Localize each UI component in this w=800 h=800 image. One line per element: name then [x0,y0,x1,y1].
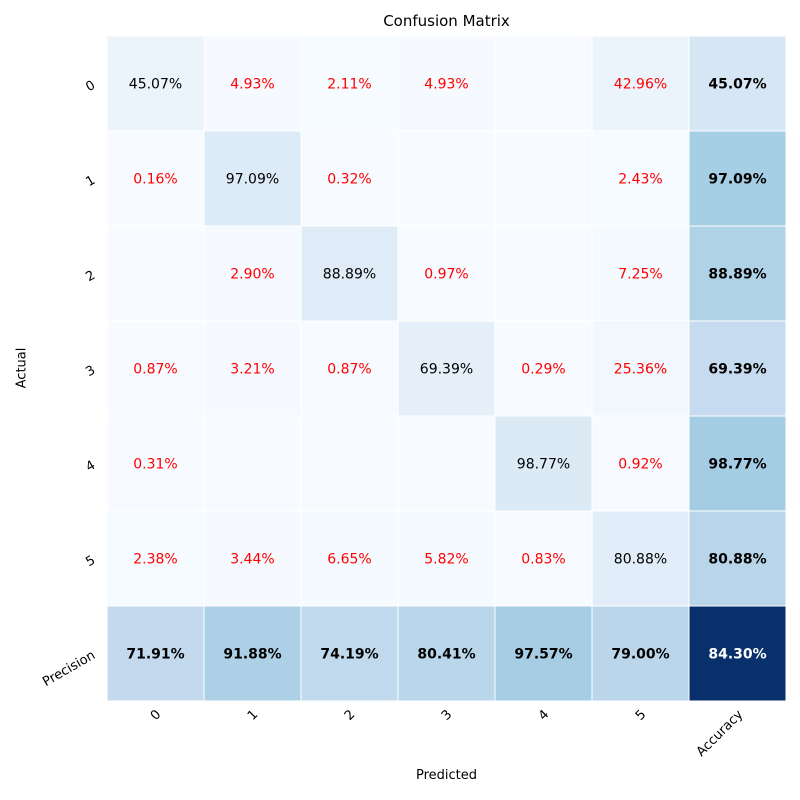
heatmap-cell-r3-c1 [203,320,302,417]
cell-value-r6-c6: 84.30% [708,647,766,663]
cell-value-r6-c3: 80.41% [417,647,475,663]
heatmap-cell-r2-c5 [591,225,690,322]
x-tick-label-1: 1 [245,707,261,723]
y-axis-label: Actual [14,347,30,389]
x-tick-label-2: 2 [342,707,358,723]
cell-value-r0-c3: 4.93% [424,77,468,93]
cell-value-r5-c0: 2.38% [133,552,177,568]
cell-value-r1-c6: 97.09% [708,172,766,188]
heatmap-cell-r6-c2 [300,605,399,702]
cell-value-r3-c3: 69.39% [420,362,473,378]
cell-value-r5-c3: 5.82% [424,552,468,568]
heatmap-cell-r0-c6 [688,35,787,132]
heatmap-cell-r3-c2 [300,320,399,417]
x-tick-label-4: 4 [536,707,552,723]
heatmap-cell-r4-c5 [591,415,690,512]
heatmap-cell-r2-c1 [203,225,302,322]
y-tick-label-0: 0 [83,78,98,95]
cell-value-r4-c4: 98.77% [517,457,570,473]
x-tick-label-3: 3 [439,707,455,723]
heatmap-cell-r6-c6 [688,605,787,702]
cell-value-r3-c0: 0.87% [133,362,177,378]
heatmap-cell-r6-c1 [203,605,302,702]
y-tick-label-3: 3 [83,363,98,380]
cell-value-r1-c1: 97.09% [226,172,279,188]
heatmap-cell-r1-c6 [688,130,787,227]
cell-value-r5-c6: 80.88% [708,552,766,568]
cell-value-r6-c4: 97.57% [514,647,572,663]
cell-value-r1-c5: 2.43% [618,172,662,188]
y-tick-label-4: 4 [83,458,98,475]
heatmap-cell-r3-c6 [688,320,787,417]
chart-title: Confusion Matrix [383,12,510,30]
cell-value-r3-c2: 0.87% [327,362,371,378]
x-axis-label: Predicted [415,768,478,783]
heatmap-cell-r1-c1 [203,130,302,227]
cell-value-r5-c1: 3.44% [230,552,274,568]
cell-value-r0-c5: 42.96% [614,77,667,93]
cell-value-r6-c2: 74.19% [320,647,378,663]
cell-value-r3-c6: 69.39% [708,362,766,378]
cell-value-r4-c5: 0.92% [618,457,662,473]
heatmap-cell-r3-c5 [591,320,690,417]
heatmap-cell-r2-c0 [106,225,205,322]
cell-value-r4-c0: 0.31% [133,457,177,473]
heatmap-cell-r5-c3 [397,510,496,607]
cell-value-r0-c1: 4.93% [230,77,274,93]
heatmap-cell-r0-c4 [494,35,593,132]
cell-value-r3-c4: 0.29% [521,362,565,378]
cell-value-r2-c3: 0.97% [424,267,468,283]
cell-value-r3-c5: 25.36% [614,362,667,378]
heatmap-cell-r0-c5 [591,35,690,132]
heatmap-cell-r1-c3 [397,130,496,227]
heatmap-cell-r5-c5 [591,510,690,607]
heatmap-cell-r5-c1 [203,510,302,607]
cell-value-r6-c0: 71.91% [126,647,184,663]
cell-value-r0-c0: 45.07% [129,77,182,93]
heatmap-cell-r4-c1 [203,415,302,512]
heatmap-cell-r2-c3 [397,225,496,322]
cell-value-r2-c2: 88.89% [323,267,376,283]
cell-value-r6-c5: 79.00% [611,647,669,663]
heatmap-cell-r6-c3 [397,605,496,702]
cell-value-r1-c0: 0.16% [133,172,177,188]
cell-value-r4-c6: 98.77% [708,457,766,473]
heatmap-cell-r1-c2 [300,130,399,227]
heatmap-cell-r4-c2 [300,415,399,512]
heatmap-cell-r4-c3 [397,415,496,512]
heatmap-cell-r5-c6 [688,510,787,607]
x-tick-label-5: 5 [633,707,649,723]
heatmap-cell-r4-c0 [106,415,205,512]
heatmap-cell-r4-c4 [494,415,593,512]
y-tick-label-5: 5 [83,553,98,570]
cell-value-r2-c6: 88.89% [708,267,766,283]
x-tick-label-0: 0 [148,707,164,723]
y-tick-label-6: Precision [40,648,98,690]
heatmap-cell-r2-c6 [688,225,787,322]
cell-value-r5-c5: 80.88% [614,552,667,568]
y-tick-label-1: 1 [83,173,98,190]
cell-value-r0-c2: 2.11% [327,77,371,93]
heatmap-cell-r1-c4 [494,130,593,227]
heatmap-cell-r1-c0 [106,130,205,227]
cell-value-r0-c6: 45.07% [708,77,766,93]
cell-value-r6-c1: 91.88% [223,647,281,663]
heatmap-cell-r2-c2 [300,225,399,322]
heatmap-cell-r6-c0 [106,605,205,702]
heatmap-cell-r6-c4 [494,605,593,702]
heatmap-cell-r5-c4 [494,510,593,607]
cell-value-r5-c2: 6.65% [327,552,371,568]
x-tick-label-6: Accuracy [694,707,747,760]
heatmap-cell-r4-c6 [688,415,787,512]
cell-value-r1-c2: 0.32% [327,172,371,188]
heatmap-cell-r5-c0 [106,510,205,607]
cell-value-r2-c1: 2.90% [230,267,274,283]
cell-value-r2-c5: 7.25% [618,267,662,283]
cell-value-r3-c1: 3.21% [230,362,274,378]
heatmap-cell-r2-c4 [494,225,593,322]
cell-value-r5-c4: 0.83% [521,552,565,568]
y-tick-label-2: 2 [83,268,98,285]
